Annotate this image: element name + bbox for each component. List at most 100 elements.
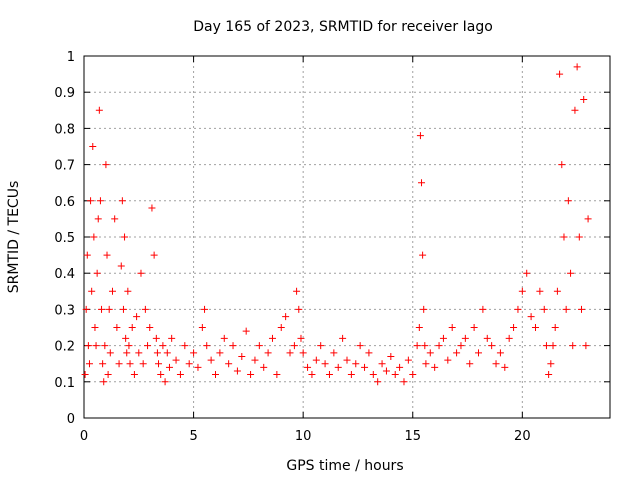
data-point — [369, 371, 377, 379]
data-point — [347, 371, 355, 379]
data-point — [198, 324, 206, 331]
data-point — [130, 371, 138, 379]
data-point — [387, 352, 395, 360]
data-point — [396, 363, 404, 371]
data-point — [378, 360, 386, 368]
data-point — [483, 334, 491, 342]
data-point — [125, 342, 133, 350]
data-point — [556, 70, 564, 78]
data-point — [558, 161, 566, 169]
data-point — [165, 363, 173, 371]
data-point — [85, 360, 93, 368]
data-point — [216, 349, 224, 357]
data-point — [461, 334, 469, 342]
data-point — [150, 251, 158, 259]
data-point — [152, 334, 160, 342]
data-point — [94, 215, 102, 223]
data-point — [418, 179, 426, 187]
x-tick-label: 0 — [80, 429, 88, 444]
data-point — [510, 324, 518, 331]
data-point — [416, 132, 424, 140]
data-point — [325, 371, 333, 379]
data-point — [580, 95, 588, 103]
data-point — [103, 251, 111, 259]
data-point — [99, 360, 107, 368]
data-point — [439, 334, 447, 342]
y-tick-label: 1 — [67, 50, 75, 65]
data-point — [115, 360, 123, 368]
y-tick-label: 0.8 — [54, 122, 75, 137]
data-point — [123, 349, 131, 357]
x-axis-label: GPS time / hours — [286, 458, 403, 474]
y-tick-label: 0.4 — [54, 267, 75, 282]
data-point — [514, 305, 522, 313]
y-tick-label: 0.5 — [54, 231, 75, 246]
data-point — [564, 197, 572, 205]
data-point — [102, 161, 110, 169]
data-point — [194, 363, 202, 371]
data-point — [82, 305, 90, 313]
data-point — [268, 334, 276, 342]
data-point — [238, 352, 246, 360]
data-point — [569, 342, 577, 350]
data-point — [404, 356, 412, 364]
data-point — [575, 233, 583, 241]
data-point — [304, 363, 312, 371]
data-point — [420, 305, 428, 313]
data-point — [321, 360, 329, 368]
data-point — [255, 342, 263, 350]
data-point — [137, 269, 145, 277]
data-point — [435, 342, 443, 350]
data-point — [334, 363, 342, 371]
data-point — [421, 342, 429, 350]
data-point — [135, 349, 143, 357]
data-point — [181, 342, 189, 350]
x-tick-label: 5 — [189, 429, 197, 444]
data-point — [122, 334, 130, 342]
y-tick-label: 0.1 — [54, 376, 75, 391]
data-point — [518, 287, 526, 295]
data-point — [457, 342, 465, 350]
data-point — [551, 324, 559, 331]
data-point — [475, 349, 482, 357]
data-point — [578, 305, 586, 313]
y-axis-label: SRMTID / TECUs — [6, 181, 22, 294]
data-point — [144, 342, 152, 350]
data-point — [273, 371, 281, 379]
data-point — [419, 251, 427, 259]
data-point — [382, 367, 390, 375]
x-tick-label: 15 — [404, 429, 421, 444]
data-point — [185, 360, 193, 368]
data-point — [101, 342, 109, 350]
data-point — [297, 334, 305, 342]
data-point — [251, 356, 259, 364]
data-point — [413, 342, 421, 350]
data-point — [168, 334, 176, 342]
data-point — [293, 287, 301, 295]
x-tick-label: 20 — [514, 429, 531, 444]
data-point — [496, 349, 504, 357]
data-point — [573, 63, 581, 71]
data-point — [286, 349, 294, 357]
data-point — [308, 371, 316, 379]
data-point — [312, 356, 320, 364]
y-tick-label: 0.2 — [54, 340, 75, 355]
data-point — [277, 324, 285, 331]
data-point — [220, 334, 228, 342]
data-points — [81, 63, 592, 386]
data-point — [260, 363, 268, 371]
data-point — [571, 106, 579, 114]
data-point — [113, 324, 121, 331]
data-point — [163, 349, 171, 357]
data-point — [118, 197, 126, 205]
data-point — [505, 334, 513, 342]
data-point — [119, 305, 127, 313]
data-point — [106, 349, 114, 357]
data-point — [448, 324, 456, 331]
data-point — [139, 360, 147, 368]
data-point — [501, 363, 509, 371]
data-point — [536, 287, 544, 295]
data-point — [91, 324, 99, 331]
data-point — [96, 197, 104, 205]
y-tick-label: 0.6 — [54, 195, 75, 210]
